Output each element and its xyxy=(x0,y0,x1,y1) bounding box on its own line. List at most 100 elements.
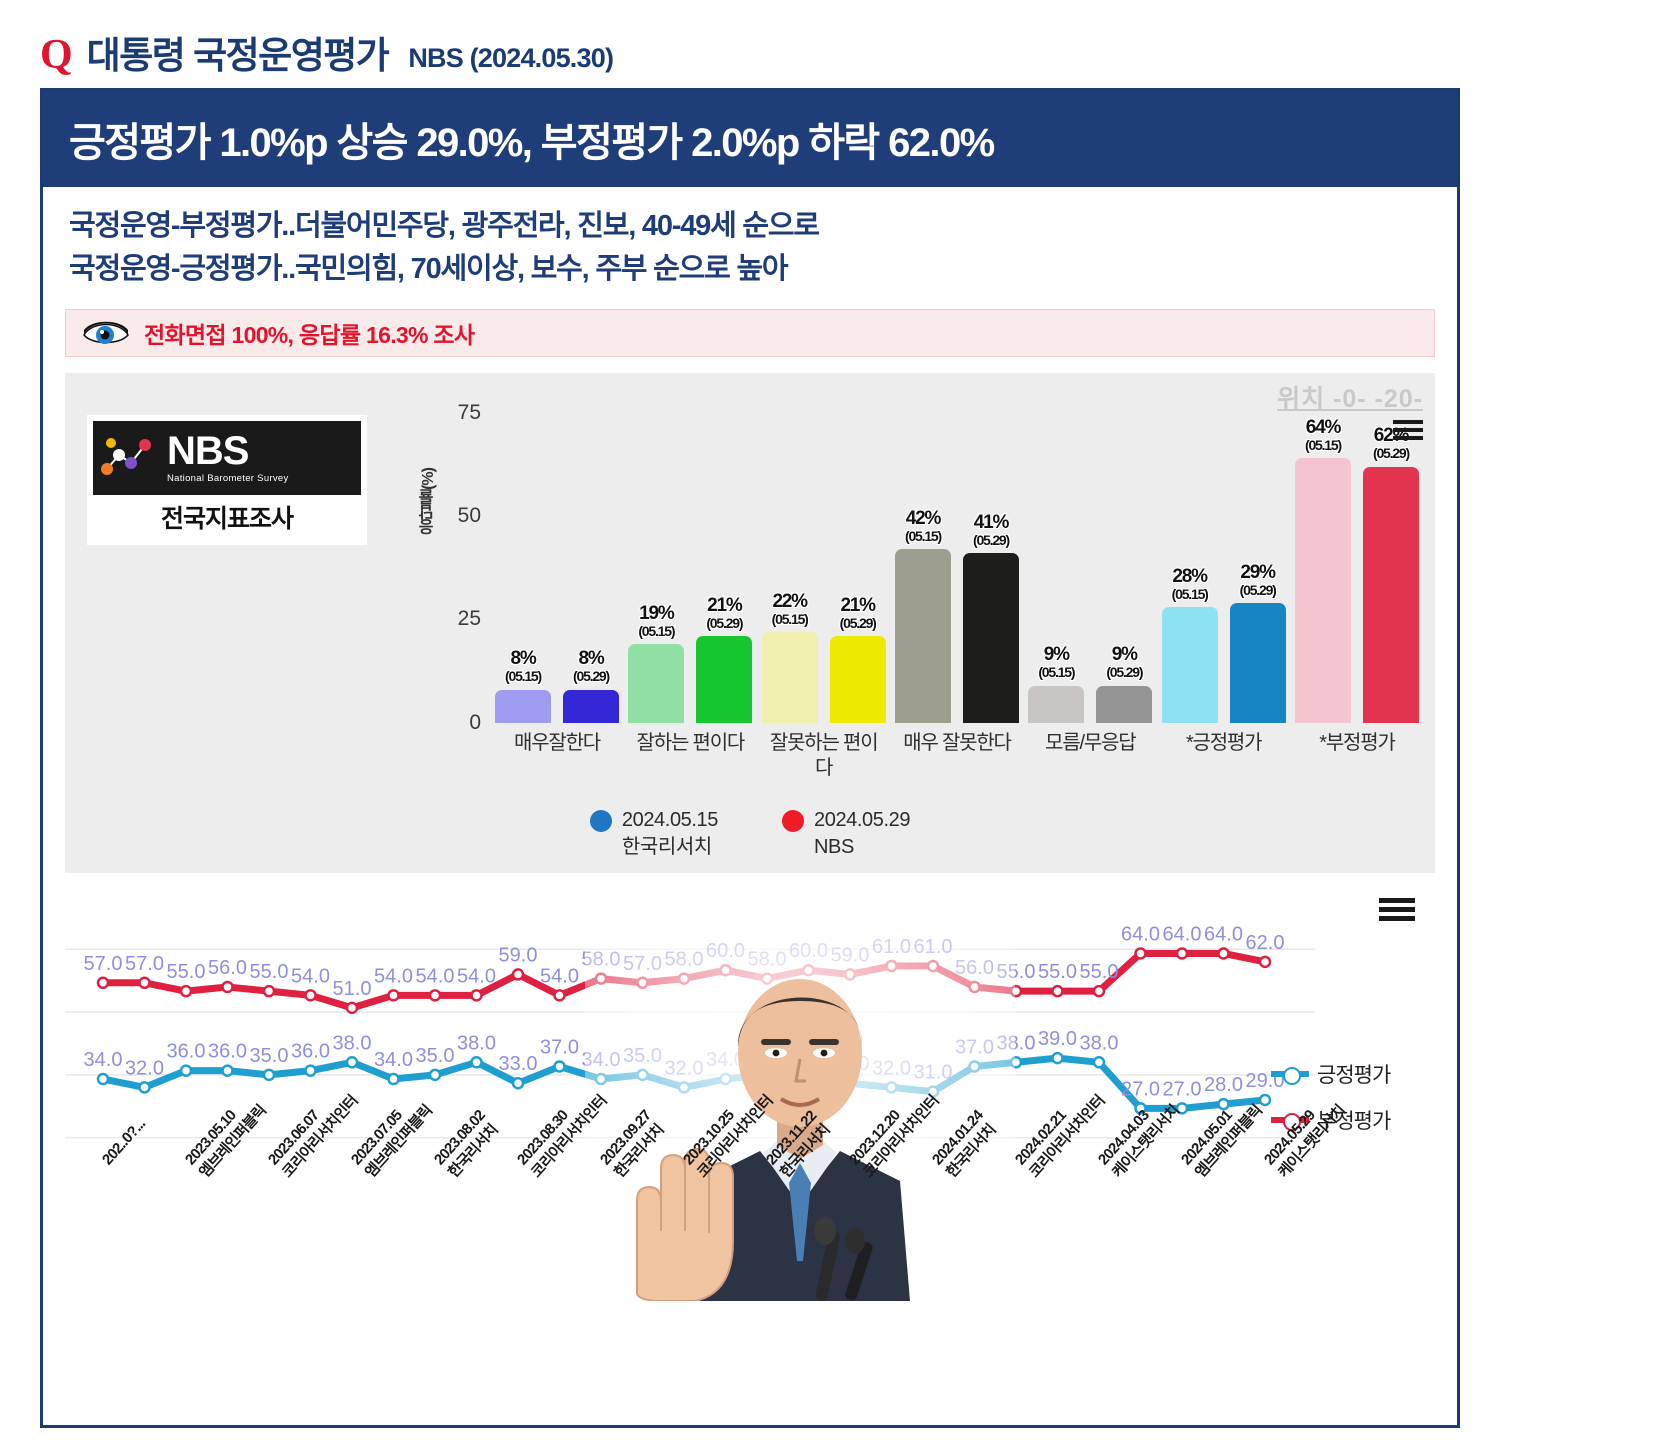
legend-text: 2024.05.15 한국리서치 xyxy=(622,807,719,861)
bar-wrapper: 9% (05.15) xyxy=(1028,413,1085,723)
bar-chart-legend: 2024.05.15 한국리서치 2024.05.29 NBS xyxy=(65,807,1435,861)
bar-date-label: (05.15) xyxy=(638,622,675,639)
legend-item[interactable]: 2024.05.29 NBS xyxy=(782,807,911,861)
bar-wrapper: 64% (05.15) xyxy=(1294,413,1351,723)
bar-value: 64% xyxy=(1305,416,1342,438)
legend-text: 2024.05.29 NBS xyxy=(814,807,911,861)
data-point-label: 33.0 xyxy=(499,1053,538,1075)
legend-item[interactable]: 긍정평가 xyxy=(1271,1059,1421,1089)
data-point-label: 61.0 xyxy=(914,936,953,958)
data-point-label: 58.0 xyxy=(665,948,704,970)
summary-line-1: 국정운영-부정평가..더불어민주당, 광주전라, 진보, 40-49세 순으로 xyxy=(69,210,820,242)
data-point-label: 34.0 xyxy=(706,1049,745,1071)
bar[interactable]: 9% (05.15) xyxy=(1028,645,1085,723)
bar[interactable]: 28% (05.15) xyxy=(1161,566,1218,723)
bar[interactable]: 29% (05.29) xyxy=(1229,562,1286,723)
bar-label: 19% (05.15) xyxy=(638,602,675,639)
data-point-label: 38.0 xyxy=(1080,1032,1119,1054)
methodology-text: 전화면접 100%, 응답률 16.3% 조사 xyxy=(144,321,475,348)
data-point-label: 51.0 xyxy=(333,978,372,1000)
bar[interactable]: 41% (05.29) xyxy=(962,513,1019,723)
data-point-label: 54.0 xyxy=(540,965,579,987)
bar-group: 22% (05.15) 21% (05.29) xyxy=(761,413,886,723)
bar-date-label: (05.15) xyxy=(505,668,542,685)
bar-value: 8% xyxy=(510,648,536,670)
bar[interactable]: 62% (05.29) xyxy=(1362,426,1419,723)
data-point-label: 58.0 xyxy=(748,948,787,970)
hamburger-menu-icon[interactable] xyxy=(1377,895,1417,925)
legend-marker-icon xyxy=(1283,1112,1301,1131)
bar-value: 19% xyxy=(639,602,675,624)
bar[interactable]: 19% (05.15) xyxy=(628,604,685,723)
legend-line-icon xyxy=(1271,1066,1309,1085)
data-point-label: 64.0 xyxy=(1121,923,1160,945)
y-tick-label: 25 xyxy=(457,607,481,631)
data-point-label: 34.0 xyxy=(84,1049,123,1071)
data-point-label: 32.0 xyxy=(125,1057,164,1079)
logo-subtitle: National Barometer Survey xyxy=(167,473,289,485)
data-point-label: 54.0 xyxy=(374,965,413,987)
bar-value: 21% xyxy=(707,594,743,616)
logo-korean-name: 전국지표조사 xyxy=(160,504,294,533)
data-point-label: 54.0 xyxy=(457,965,496,987)
bar-groups: 8% (05.15) 8% (05.29) 19% (05.15) 21% (05.29) 22… xyxy=(495,413,1419,723)
data-point-label: 55.0 xyxy=(997,961,1036,983)
bar-wrapper: 8% (05.15) xyxy=(495,413,551,723)
bar-category-label: 잘못하는 편이다 xyxy=(769,731,879,779)
bar-label: 42% (05.15) xyxy=(905,508,942,544)
data-point-label: 36.0 xyxy=(291,1040,330,1062)
bar-wrapper: 62% (05.29) xyxy=(1362,413,1419,723)
headline-banner: 긍정평가 1.0%p 상승 29.0%, 부정평가 2.0%p 하락 62.0% xyxy=(43,91,1457,187)
bar-category-label: *부정평가 xyxy=(1319,731,1396,754)
bar[interactable]: 8% (05.29) xyxy=(563,649,619,723)
legend-label: 부정평가 xyxy=(1317,1109,1391,1133)
data-point-label: 55.0 xyxy=(167,961,206,983)
bar-label: 9% (05.29) xyxy=(1106,645,1143,681)
bar-date-label: (05.29) xyxy=(1239,581,1277,598)
bar-label: 41% (05.29) xyxy=(973,512,1010,548)
data-point-label: 37.0 xyxy=(540,1036,579,1058)
data-point-label: 57.0 xyxy=(84,953,123,975)
bar-wrapper: 41% (05.29) xyxy=(962,413,1019,723)
bar-value: 41% xyxy=(973,512,1010,534)
watermark-text: 위치 -0- -20- xyxy=(1277,384,1423,413)
bar[interactable]: 42% (05.15) xyxy=(894,508,951,723)
bar[interactable]: 22% (05.15) xyxy=(761,591,818,723)
bar[interactable]: 9% (05.29) xyxy=(1096,645,1153,723)
bar[interactable]: 8% (05.15) xyxy=(495,649,551,723)
legend-org: NBS xyxy=(814,835,854,858)
bar-category-labels: 매우잘한다 잘하는 편이다 잘못하는 편이다 매우 잘못한다 모름/무응답 *긍정평가 *부… xyxy=(495,731,1419,781)
y-tick-label: 0 xyxy=(469,710,481,734)
bar-date-label: (05.29) xyxy=(573,668,610,685)
data-point-label: 58.0 xyxy=(582,948,621,970)
bar[interactable]: 64% (05.15) xyxy=(1294,418,1351,723)
summary-line-2: 국정운영-긍정평가..국민의힘, 70세이상, 보수, 주부 순으로 높아 xyxy=(69,252,789,285)
bar-date-label: (05.29) xyxy=(706,614,743,631)
bar-group: 64% (05.15) 62% (05.29) xyxy=(1294,413,1419,723)
bar-label: 21% (05.29) xyxy=(840,594,877,631)
data-point-label: 64.0 xyxy=(1163,923,1202,945)
bar-value: 21% xyxy=(840,594,876,616)
bar-value: 22% xyxy=(772,590,808,612)
bar-date-label: (05.29) xyxy=(1106,664,1143,681)
methodology-notice: 전화면접 100%, 응답률 16.3% 조사 xyxy=(65,308,1435,357)
bar-group: 9% (05.15) 9% (05.29) xyxy=(1028,413,1153,723)
bar-value: 9% xyxy=(1043,644,1070,666)
bar-date-label: (05.15) xyxy=(771,610,809,627)
bar-wrapper: 29% (05.29) xyxy=(1229,413,1286,723)
bar[interactable]: 21% (05.29) xyxy=(829,595,886,723)
bar[interactable]: 21% (05.29) xyxy=(696,595,753,723)
data-point-label: 27.0 xyxy=(1121,1078,1160,1100)
legend-item[interactable]: 부정평가 xyxy=(1271,1105,1421,1135)
legend-item[interactable]: 2024.05.15 한국리서치 xyxy=(589,807,719,861)
hamburger-menu-icon[interactable] xyxy=(1391,417,1425,443)
survey-source: NBS (2024.05.30) xyxy=(408,42,614,73)
data-point-label: 38.0 xyxy=(333,1032,372,1054)
y-tick-label: 75 xyxy=(457,400,481,424)
bar-date-label: (05.15) xyxy=(1171,585,1209,602)
data-point-label: 57.0 xyxy=(623,953,662,975)
data-point-label: 54.0 xyxy=(291,965,330,987)
data-point-label: 55.0 xyxy=(250,961,289,983)
data-point-label: 35.0 xyxy=(416,1045,455,1067)
data-point-label: 37.0 xyxy=(955,1036,994,1058)
